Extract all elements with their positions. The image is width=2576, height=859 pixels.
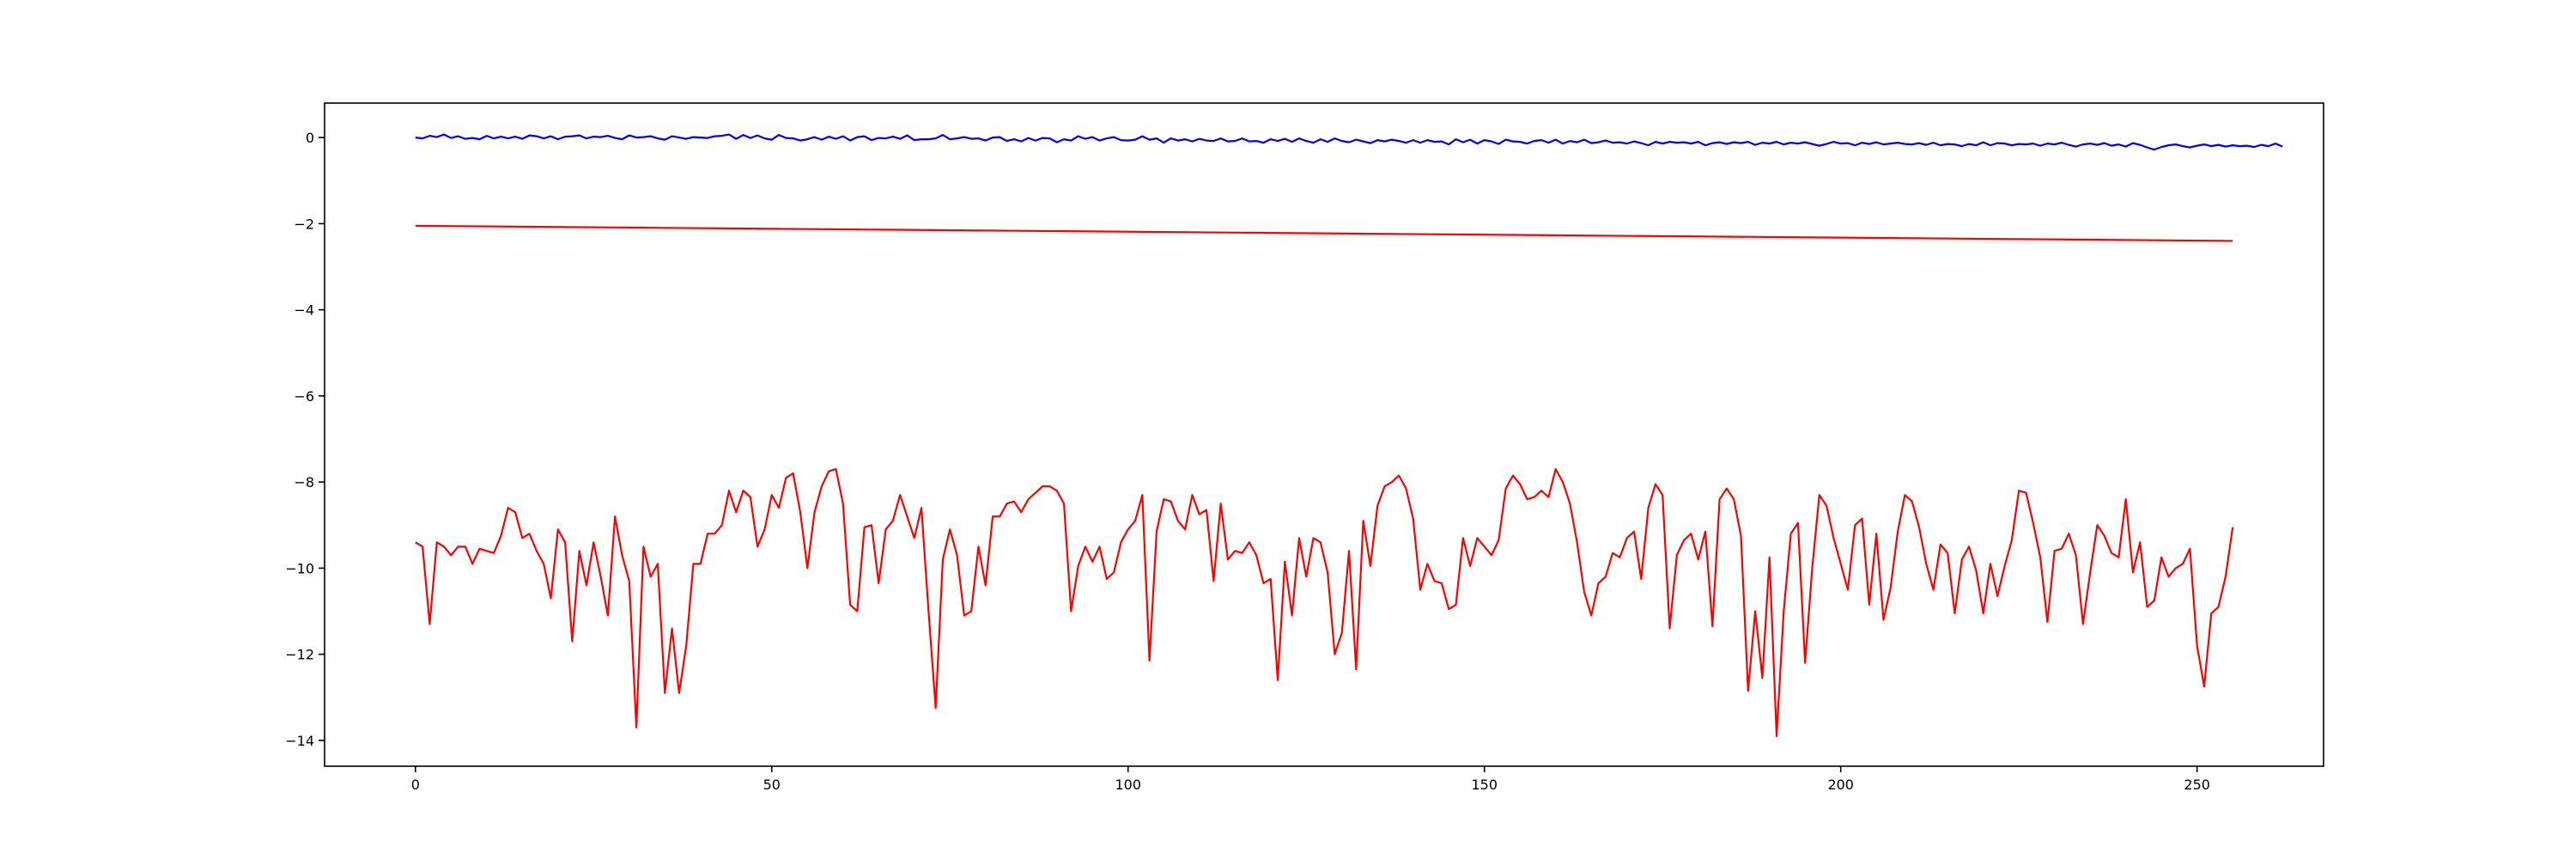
y-tick-label: −4	[294, 302, 314, 319]
x-tick-label: 50	[763, 777, 781, 793]
y-tick-label: −14	[285, 733, 314, 749]
series-line-2	[415, 468, 2234, 738]
series-layer	[415, 133, 2283, 738]
x-tick-label: 150	[1471, 777, 1498, 793]
y-tick-label: −12	[285, 647, 314, 663]
y-tick-label: −8	[294, 474, 314, 490]
y-tick-label: 0	[306, 130, 314, 146]
plot-area-frame	[324, 102, 2324, 767]
x-tick-label: 100	[1115, 777, 1141, 793]
y-tick-label: −10	[285, 560, 314, 576]
series-line-0	[415, 133, 2283, 151]
x-tick-label: 200	[1827, 777, 1854, 793]
x-tick-label: 0	[411, 777, 420, 793]
x-tick-label: 250	[2184, 777, 2210, 793]
series-line-1	[415, 224, 2233, 242]
ticks-layer: 0 50 100 150 200 250 0 −2 −4 −6 −8 −10 −12 −14	[285, 130, 2210, 793]
y-tick-label: −2	[294, 216, 314, 232]
y-tick-label: −6	[294, 388, 314, 405]
